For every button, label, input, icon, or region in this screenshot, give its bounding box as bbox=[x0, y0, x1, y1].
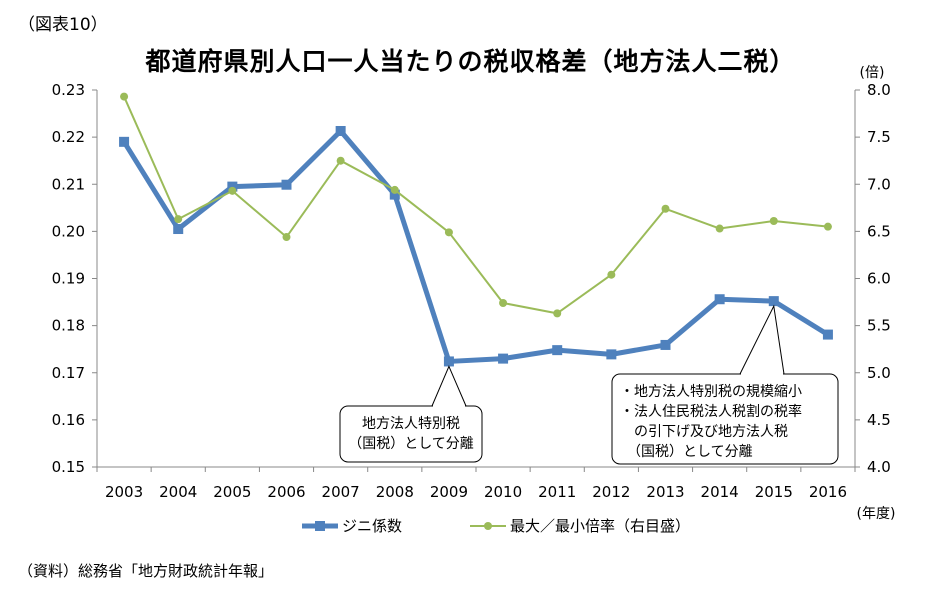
callout-text: （国税）として分離 bbox=[620, 443, 753, 460]
callout-text: ・法人住民税法人税割の税率 bbox=[620, 403, 802, 420]
left-axis-ticks: 0.15 0.16 0.17 0.18 0.19 0.20 0.21 0.22 0.23 bbox=[52, 81, 97, 476]
callout-text: ・地方法人特別税の規模縮小 bbox=[620, 384, 802, 400]
gini-data-point bbox=[389, 189, 400, 200]
right-axis-unit: (倍) bbox=[860, 65, 885, 81]
x-tick-label: 2005 bbox=[213, 483, 251, 501]
chart-title: 都道府県別人口一人当たりの税収格差（地方法人二税） bbox=[145, 47, 796, 76]
ratio-data-point bbox=[823, 222, 832, 231]
ratio-data-point bbox=[769, 217, 778, 226]
x-tick-label: 2004 bbox=[159, 483, 197, 501]
left-tick-label: 0.16 bbox=[52, 411, 85, 429]
left-tick-label: 0.17 bbox=[52, 364, 85, 382]
callout-pointer bbox=[431, 365, 467, 407]
x-tick-label: 2003 bbox=[105, 483, 143, 501]
ratio-data-point bbox=[661, 204, 670, 213]
figure-number: （図表10） bbox=[18, 15, 108, 35]
callout-text: 地方法人特別税 bbox=[362, 416, 460, 432]
gini-series-line bbox=[121, 128, 830, 364]
right-tick-label: 6.0 bbox=[867, 270, 891, 288]
ratio-data-point bbox=[499, 299, 508, 308]
left-tick-label: 0.20 bbox=[52, 222, 85, 240]
gini-data-point bbox=[498, 353, 509, 364]
right-axis-ticks: 4.0 4.5 5.0 5.5 6.0 6.5 7.0 7.5 8.0 bbox=[855, 81, 891, 476]
x-tick-label: 2014 bbox=[701, 483, 739, 501]
right-tick-label: 7.0 bbox=[867, 175, 891, 193]
ratio-data-point bbox=[444, 228, 453, 237]
ratio-data-point bbox=[607, 270, 616, 279]
source-note: （資料）総務省「地方財政統計年報」 bbox=[18, 562, 274, 580]
ratio-data-point bbox=[390, 185, 399, 194]
x-tick-label: 2006 bbox=[267, 483, 305, 501]
right-tick-label: 6.5 bbox=[867, 222, 891, 240]
ratio-data-point bbox=[228, 186, 237, 195]
x-tick-label: 2011 bbox=[538, 483, 576, 501]
x-tick-label: 2008 bbox=[376, 483, 414, 501]
ratio-data-point bbox=[282, 233, 291, 242]
left-tick-label: 0.23 bbox=[52, 81, 85, 99]
legend-gini-label: ジニ係数 bbox=[342, 517, 402, 535]
right-tick-label: 5.5 bbox=[867, 317, 891, 335]
left-tick-label: 0.15 bbox=[52, 458, 85, 476]
legend-ratio-marker bbox=[484, 522, 492, 530]
right-tick-label: 5.0 bbox=[867, 364, 891, 382]
callout-box bbox=[611, 373, 839, 465]
ratio-data-point bbox=[553, 309, 562, 318]
callout-text: の引下げ及び地方法人税 bbox=[620, 424, 788, 440]
gini-data-point bbox=[822, 329, 833, 340]
gini-data-point bbox=[173, 224, 184, 235]
x-tick-label: 2013 bbox=[646, 483, 684, 501]
legend-ratio-label: 最大／最小倍率（右目盛） bbox=[510, 517, 690, 535]
gini-data-point bbox=[606, 349, 617, 360]
ratio-series-line bbox=[123, 96, 829, 315]
legend: ジニ係数 最大／最小倍率（右目盛） bbox=[302, 517, 690, 535]
x-tick-label: 2010 bbox=[484, 483, 522, 501]
ratio-data-point bbox=[120, 92, 129, 101]
ratio-data-point bbox=[715, 224, 724, 233]
ratio-data-point bbox=[174, 215, 183, 224]
left-tick-label: 0.21 bbox=[52, 175, 85, 193]
gini-data-point bbox=[335, 125, 346, 136]
gini-data-point bbox=[660, 339, 671, 350]
x-tick-label: 2009 bbox=[430, 483, 468, 501]
gini-data-point bbox=[281, 179, 292, 190]
x-axis-unit: (年度) bbox=[857, 506, 896, 522]
series-layer bbox=[119, 92, 833, 367]
gini-data-point bbox=[768, 296, 779, 307]
x-tick-label: 2012 bbox=[592, 483, 630, 501]
right-tick-label: 4.5 bbox=[867, 411, 891, 429]
gini-data-point bbox=[227, 181, 238, 192]
gini-data-point bbox=[443, 356, 454, 367]
left-tick-label: 0.19 bbox=[52, 270, 85, 288]
annotation-layer: 地方法人特別税 （国税）として分離 ・地方法人特別税の規模縮小・法人住民税法人税割の… bbox=[339, 304, 839, 465]
x-axis-ticks: 2003 2004 2005 2006 2007 2008 2009 2010 2011 2012… bbox=[96, 467, 856, 501]
left-tick-label: 0.18 bbox=[52, 317, 85, 335]
x-tick-label: 2007 bbox=[322, 483, 360, 501]
gini-data-point bbox=[714, 294, 725, 305]
right-tick-label: 8.0 bbox=[867, 81, 891, 99]
callout-pointer bbox=[739, 304, 785, 375]
left-tick-label: 0.22 bbox=[52, 128, 85, 146]
x-tick-label: 2016 bbox=[809, 483, 847, 501]
gini-data-point bbox=[552, 345, 563, 356]
right-tick-label: 7.5 bbox=[867, 128, 891, 146]
x-tick-label: 2015 bbox=[755, 483, 793, 501]
callout-box bbox=[339, 405, 483, 463]
ratio-data-point bbox=[336, 156, 345, 165]
right-tick-label: 4.0 bbox=[867, 458, 891, 476]
callout-text: （国税）として分離 bbox=[348, 435, 474, 452]
legend-gini-marker bbox=[315, 521, 325, 531]
gini-data-point bbox=[119, 136, 130, 147]
